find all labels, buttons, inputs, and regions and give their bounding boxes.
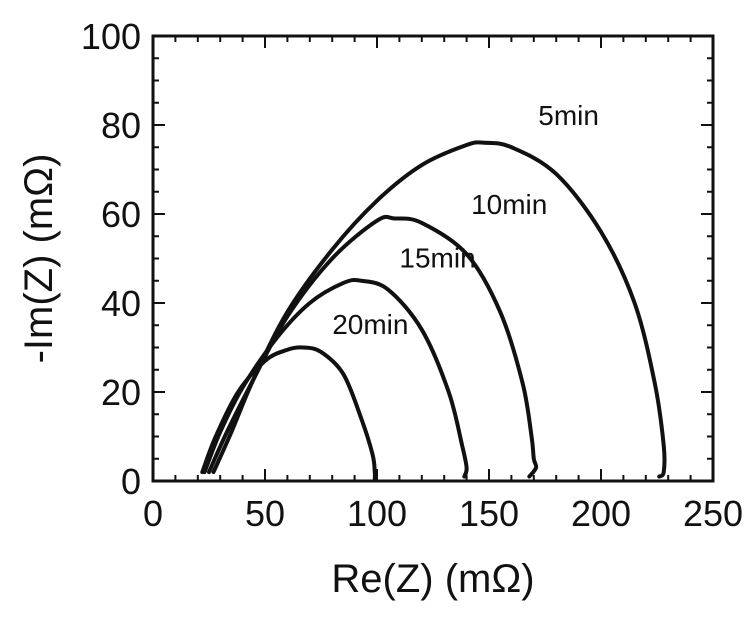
x-tick-label: 150 <box>459 493 519 534</box>
x-axis-label: Re(Z) (mΩ) <box>331 557 534 601</box>
curve-label-15min: 15min <box>399 242 475 273</box>
annotation-group: 5min 10min 15min 20min <box>332 100 599 340</box>
tick-label-group: 0 50 100 150 200 250 0 20 40 60 80 100 <box>81 16 743 534</box>
curve-label-5min: 5min <box>538 100 599 131</box>
y-tick-label: 40 <box>101 283 141 324</box>
x-tick-label: 100 <box>347 493 407 534</box>
x-tick-label: 50 <box>245 493 285 534</box>
curve-label-20min: 20min <box>332 309 408 340</box>
series-line-10min <box>207 214 539 479</box>
y-axis-label: -Im(Z) (mΩ) <box>17 154 61 364</box>
y-tick-label: 100 <box>81 16 141 57</box>
x-tick-label: 200 <box>571 493 631 534</box>
y-tick-label: 0 <box>121 461 141 502</box>
series-line-5min <box>211 140 667 479</box>
y-tick-label: 20 <box>101 372 141 413</box>
curve-group <box>200 140 667 481</box>
tick-group <box>152 35 714 482</box>
x-tick-label: 0 <box>143 493 163 534</box>
series-line-20min <box>200 345 377 481</box>
x-tick-label: 250 <box>683 493 743 534</box>
curve-label-10min: 10min <box>471 189 547 220</box>
y-tick-label: 60 <box>101 194 141 235</box>
y-tick-label: 80 <box>101 105 141 146</box>
